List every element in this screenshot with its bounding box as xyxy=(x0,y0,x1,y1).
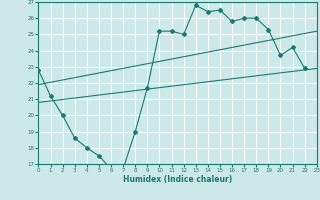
X-axis label: Humidex (Indice chaleur): Humidex (Indice chaleur) xyxy=(123,175,232,184)
